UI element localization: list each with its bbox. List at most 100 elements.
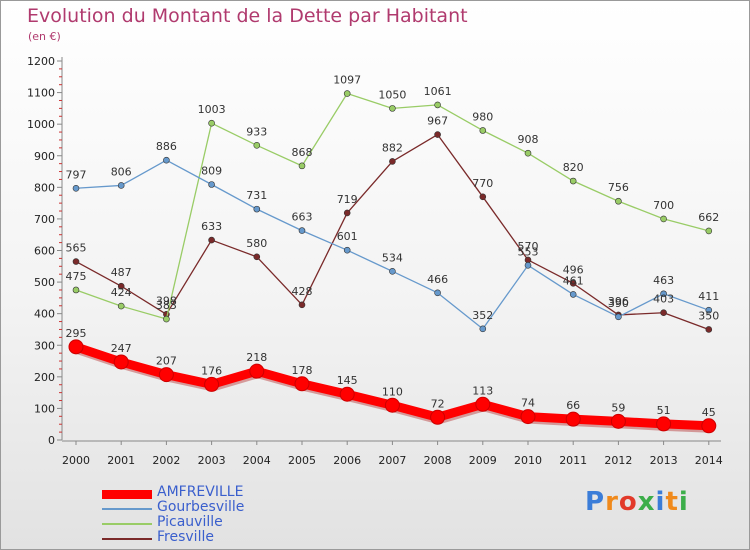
data-point-amfreville bbox=[430, 409, 446, 425]
data-label-amfreville: 59 bbox=[611, 401, 625, 414]
data-point-gourbesville bbox=[524, 262, 532, 269]
data-point-amfreville bbox=[475, 396, 491, 412]
data-point-gourbesville bbox=[615, 313, 622, 321]
data-point-picauville bbox=[208, 119, 215, 127]
data-point-gourbesville bbox=[298, 227, 306, 234]
data-point-gourbesville bbox=[117, 182, 125, 189]
data-label-gourbesville: 809 bbox=[201, 164, 222, 177]
data-point-gourbesville bbox=[72, 184, 80, 192]
data-label-amfreville: 72 bbox=[431, 397, 445, 410]
data-label-picauville: 662 bbox=[698, 211, 719, 224]
data-label-fresville: 882 bbox=[382, 141, 403, 154]
data-label-picauville: 383 bbox=[156, 299, 177, 312]
legend-swatch bbox=[102, 523, 152, 525]
y-tick-label: 500 bbox=[34, 276, 55, 289]
data-point-amfreville bbox=[294, 376, 310, 392]
data-label-gourbesville: 461 bbox=[563, 274, 584, 287]
data-label-gourbesville: 806 bbox=[111, 165, 132, 178]
x-tick-label: 2014 bbox=[695, 454, 723, 467]
data-point-picauville bbox=[569, 177, 577, 185]
data-label-gourbesville: 534 bbox=[382, 251, 403, 264]
data-point-amfreville bbox=[656, 416, 672, 432]
data-label-picauville: 980 bbox=[472, 110, 493, 123]
data-point-amfreville bbox=[158, 367, 174, 383]
x-tick-label: 2013 bbox=[650, 454, 678, 467]
series-line-picauville bbox=[75, 92, 709, 320]
y-tick-label: 400 bbox=[34, 308, 55, 321]
data-label-fresville: 580 bbox=[246, 237, 267, 250]
data-point-gourbesville bbox=[479, 325, 487, 333]
data-point-amfreville bbox=[204, 376, 220, 392]
data-label-fresville: 398 bbox=[156, 294, 177, 307]
data-label-fresville: 403 bbox=[653, 293, 674, 306]
data-point-picauville bbox=[705, 227, 713, 235]
y-tick-label: 200 bbox=[34, 371, 55, 384]
data-label-picauville: 756 bbox=[608, 181, 629, 194]
data-point-gourbesville bbox=[434, 289, 441, 297]
x-tick-label: 2008 bbox=[424, 454, 452, 467]
legend-swatch bbox=[102, 538, 152, 540]
chart-subtitle: (en €) bbox=[28, 30, 61, 43]
data-label-picauville: 908 bbox=[518, 133, 539, 146]
data-point-fresville bbox=[389, 158, 396, 165]
x-tick-label: 2010 bbox=[514, 454, 542, 467]
legend-label: AMFREVILLE bbox=[157, 484, 244, 500]
data-label-picauville: 1097 bbox=[333, 74, 361, 87]
data-point-picauville bbox=[117, 302, 125, 310]
data-label-amfreville: 295 bbox=[66, 327, 87, 340]
data-point-picauville bbox=[389, 105, 396, 112]
legend-label: Gourbesville bbox=[157, 499, 245, 515]
y-tick-label: 800 bbox=[34, 181, 55, 194]
data-label-picauville: 475 bbox=[66, 270, 87, 283]
data-point-amfreville bbox=[565, 411, 581, 427]
data-point-fresville bbox=[117, 282, 125, 290]
data-label-gourbesville: 411 bbox=[698, 290, 719, 303]
data-point-fresville bbox=[208, 236, 215, 244]
data-label-fresville: 565 bbox=[66, 242, 87, 255]
data-label-gourbesville: 463 bbox=[653, 274, 674, 287]
legend-label: Picauville bbox=[157, 514, 223, 530]
data-point-picauville bbox=[615, 197, 622, 205]
x-tick-label: 2002 bbox=[152, 454, 180, 467]
data-point-amfreville bbox=[339, 386, 355, 402]
data-point-gourbesville bbox=[163, 156, 170, 164]
data-point-fresville bbox=[569, 280, 577, 287]
data-label-picauville: 1003 bbox=[198, 103, 226, 116]
data-label-fresville: 487 bbox=[111, 266, 132, 279]
data-label-amfreville: 45 bbox=[702, 406, 716, 419]
data-point-gourbesville bbox=[343, 246, 351, 254]
data-point-gourbesville bbox=[208, 181, 215, 188]
data-label-amfreville: 207 bbox=[156, 355, 177, 368]
data-label-picauville: 424 bbox=[111, 286, 132, 299]
data-point-picauville bbox=[163, 315, 170, 323]
data-label-fresville: 570 bbox=[518, 240, 539, 253]
data-point-picauville bbox=[479, 127, 487, 134]
y-tick-label: 1200 bbox=[27, 55, 55, 68]
x-tick-label: 2009 bbox=[469, 454, 497, 467]
data-label-picauville: 1061 bbox=[424, 85, 452, 98]
data-label-amfreville: 51 bbox=[657, 404, 671, 417]
logo-letter: P bbox=[585, 487, 606, 517]
x-tick-label: 2001 bbox=[107, 454, 135, 467]
data-label-picauville: 700 bbox=[653, 199, 674, 212]
data-point-gourbesville bbox=[389, 268, 396, 275]
data-label-fresville: 770 bbox=[472, 177, 493, 190]
y-tick-label: 900 bbox=[34, 150, 55, 163]
data-point-gourbesville bbox=[660, 290, 667, 298]
legend-swatch bbox=[102, 489, 152, 499]
data-label-picauville: 868 bbox=[292, 146, 313, 159]
data-label-amfreville: 66 bbox=[566, 399, 580, 412]
data-point-picauville bbox=[524, 149, 532, 157]
x-tick-label: 2007 bbox=[378, 454, 406, 467]
data-point-fresville bbox=[72, 258, 80, 265]
data-label-picauville: 820 bbox=[563, 161, 584, 174]
data-point-picauville bbox=[660, 215, 667, 223]
y-tick-label: 300 bbox=[34, 339, 55, 352]
data-label-picauville: 933 bbox=[246, 125, 267, 138]
data-point-gourbesville bbox=[705, 306, 713, 314]
proxiti-logo: Proxiti bbox=[585, 487, 689, 517]
y-tick-label: 1100 bbox=[27, 87, 55, 100]
data-label-gourbesville: 731 bbox=[246, 189, 267, 202]
data-point-fresville bbox=[434, 131, 441, 138]
